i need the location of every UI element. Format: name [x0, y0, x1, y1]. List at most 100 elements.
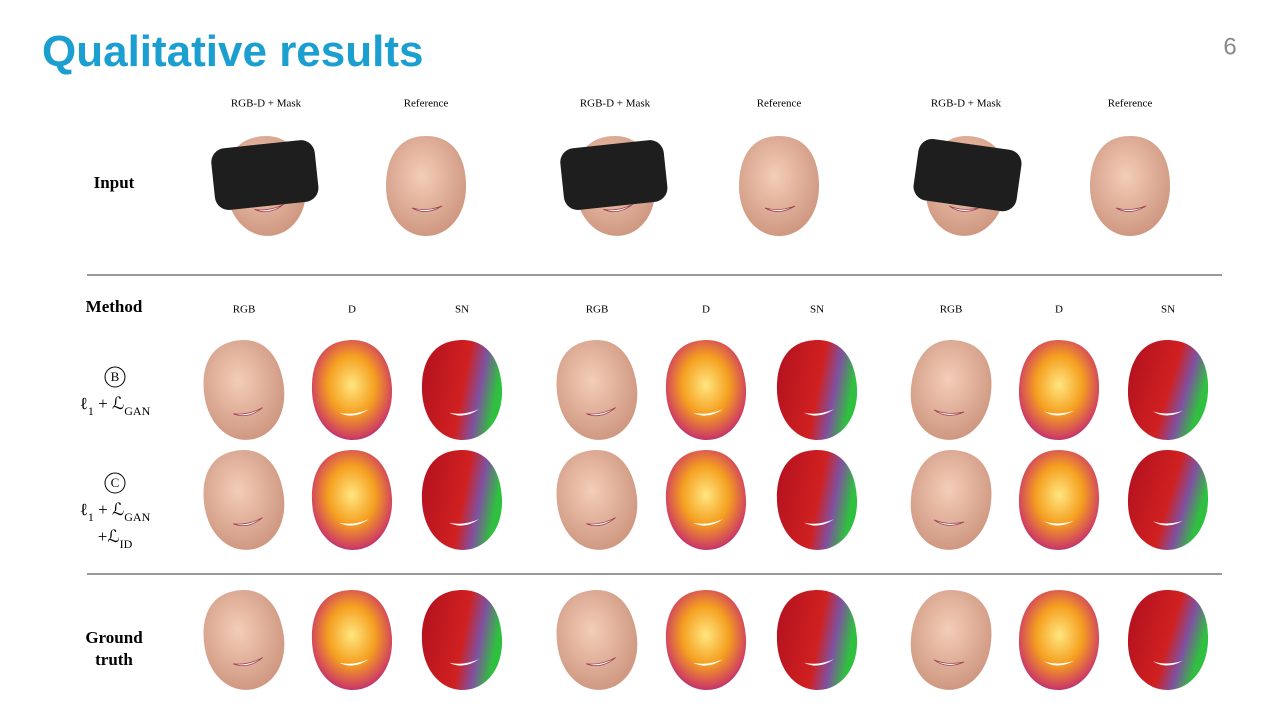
- column-label: RGB-D + Mask: [580, 98, 651, 110]
- mouth: [449, 659, 480, 666]
- mouth: [449, 409, 480, 416]
- formula-subscript: GAN: [124, 404, 150, 418]
- method-formula: ℓ1 + ℒGAN: [80, 500, 151, 524]
- mouth: [233, 517, 263, 527]
- face-shape: [421, 340, 502, 440]
- face-image: [739, 136, 819, 236]
- column-label: Reference: [1108, 98, 1153, 110]
- marker-circle: [104, 366, 126, 388]
- mouth: [339, 519, 370, 526]
- mouth: [254, 203, 285, 213]
- row-label: Method: [86, 297, 143, 316]
- face-image: [910, 590, 992, 690]
- face-image: [910, 340, 992, 440]
- method-marker: B: [111, 369, 120, 384]
- face-shape: [556, 340, 638, 440]
- mouth: [804, 519, 835, 526]
- mouth: [764, 205, 796, 212]
- mouth: [804, 409, 835, 416]
- face-shape: [311, 340, 392, 440]
- headset: [560, 140, 668, 210]
- face-image: [1128, 450, 1209, 550]
- face-shape: [421, 590, 502, 690]
- mouth: [933, 519, 965, 526]
- marker-circle: [104, 472, 126, 494]
- mouth: [339, 659, 370, 666]
- formula-subscript: 1: [88, 404, 94, 418]
- face-image: [386, 136, 466, 236]
- face-image: [665, 450, 746, 550]
- mouth: [1152, 410, 1183, 416]
- face-shape: [1019, 340, 1100, 440]
- formula-term: ℒ: [112, 500, 124, 519]
- face-shape: [311, 590, 392, 690]
- mouth: [233, 657, 263, 667]
- column-label: D: [1055, 304, 1063, 316]
- face-shape: [556, 590, 638, 690]
- formula-term: ℓ: [80, 500, 88, 519]
- column-label: RGB: [940, 304, 963, 316]
- formula-term: ℓ: [80, 394, 88, 413]
- page-number: 6: [1223, 33, 1236, 60]
- method-marker: C: [111, 475, 120, 490]
- row-label: truth: [95, 650, 133, 669]
- formula-subscript: ID: [120, 537, 133, 551]
- face-shape: [910, 340, 992, 440]
- face-image: [556, 590, 638, 690]
- column-label: SN: [1161, 304, 1175, 316]
- mouth: [1115, 205, 1147, 212]
- face-shape: [665, 340, 746, 440]
- face-image: [665, 590, 746, 690]
- face-image: [556, 450, 638, 550]
- mouth: [233, 407, 263, 417]
- headset: [913, 138, 1022, 212]
- face-image: [311, 450, 392, 550]
- face-image: [203, 340, 285, 440]
- mouth: [586, 407, 616, 417]
- face-image: [1019, 590, 1100, 690]
- mouth: [1152, 660, 1183, 666]
- mouth: [804, 659, 835, 666]
- face-shape: [1128, 340, 1209, 440]
- face-shape: [203, 590, 285, 690]
- face-shape: [665, 590, 746, 690]
- face-shape: [311, 450, 392, 550]
- face-image: [311, 340, 392, 440]
- face-image: [776, 450, 857, 550]
- face-image: [910, 450, 992, 550]
- face-image: [665, 340, 746, 440]
- mouth: [1043, 410, 1074, 416]
- face-image: [776, 340, 857, 440]
- face-shape: [386, 136, 466, 236]
- formula-term: ℒ: [112, 394, 124, 413]
- face-shape: [203, 340, 285, 440]
- column-label: RGB-D + Mask: [231, 98, 302, 110]
- formula-term: +: [94, 500, 112, 519]
- mouth: [586, 657, 616, 667]
- mouth: [449, 519, 480, 526]
- column-label: SN: [810, 304, 824, 316]
- face-shape: [556, 450, 638, 550]
- mouth: [1043, 660, 1074, 666]
- column-label: D: [348, 304, 356, 316]
- face-image: [421, 450, 502, 550]
- face-shape: [1019, 450, 1100, 550]
- column-label: RGB: [233, 304, 256, 316]
- column-label: Reference: [404, 98, 449, 110]
- face-image: [1019, 340, 1100, 440]
- column-label: Reference: [757, 98, 802, 110]
- face-image: [1019, 450, 1100, 550]
- slide-title: Qualitative results: [42, 27, 423, 76]
- column-label: SN: [455, 304, 469, 316]
- mouth: [693, 519, 724, 526]
- face-shape: [910, 590, 992, 690]
- column-label: D: [702, 304, 710, 316]
- face-shape: [739, 136, 819, 236]
- formula-subscript: 1: [88, 510, 94, 524]
- face-shape: [1128, 450, 1209, 550]
- face-image: [913, 136, 1022, 236]
- face-image: [421, 340, 502, 440]
- row-label: Input: [94, 173, 135, 192]
- face-image: [203, 590, 285, 690]
